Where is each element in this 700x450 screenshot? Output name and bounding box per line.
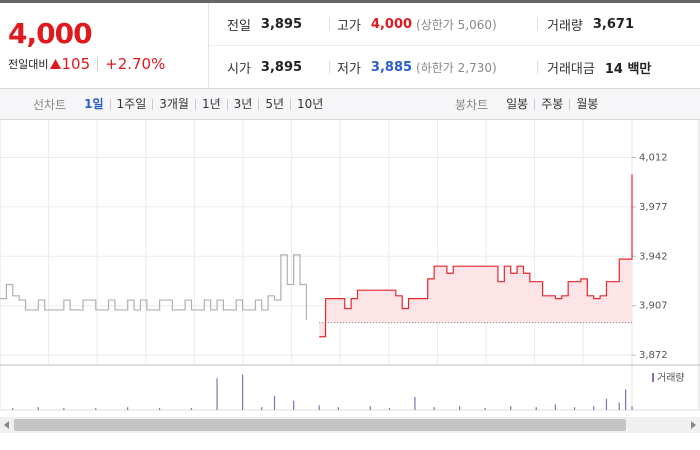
stat-label: 고가 [337, 18, 361, 34]
volume-bar [293, 400, 295, 410]
scroll-left[interactable] [4, 421, 9, 429]
volume-bar [459, 406, 461, 410]
volume-bar [337, 407, 339, 410]
period-tab[interactable]: 3년 [226, 98, 259, 110]
stat-label: 거래량 [547, 18, 583, 34]
line-chart-tabs: 선차트 1일 1주일 3개월 1년 3년 5년 10년 [33, 89, 329, 119]
stat-value: 3,895 [260, 59, 303, 75]
price-line [0, 254, 308, 320]
stat: 거래량 3,671 [547, 15, 634, 34]
stat: 거래대금 14 백만 [547, 58, 651, 77]
y-tick-label: 4,012 [639, 152, 668, 163]
volume-bar [95, 408, 97, 410]
period-tab[interactable]: 1일 [84, 96, 104, 111]
volume-bar [241, 374, 244, 410]
price-line [319, 174, 633, 338]
period-tab[interactable]: 3개월 [152, 98, 195, 110]
volume-bar [12, 408, 14, 410]
stat-label: 전일 [227, 18, 251, 34]
divider [537, 61, 538, 73]
chart-tabs: 선차트 1일 1주일 3개월 1년 3년 5년 10년 봉차트 일봉 주봉 월봉 [0, 88, 700, 120]
volume-bar [388, 408, 391, 410]
period-tab[interactable]: 주봉 [534, 98, 569, 110]
stat: 시가 3,895 [227, 58, 302, 77]
y-tick-label: 3,942 [639, 251, 668, 262]
volume-bar [631, 406, 633, 410]
volume-bar [510, 406, 512, 410]
stat-value: 3,671 [592, 16, 635, 32]
stats-row: 전일 3,895 고가 4,000 (상한가 5,060) 거래량 3,671 [209, 3, 700, 46]
period-tab[interactable]: 5년 [258, 98, 290, 110]
volume-bar [625, 389, 627, 410]
stat-note: (하한가 2,730) [416, 60, 497, 75]
scroll-right[interactable] [691, 421, 696, 429]
volume-bar [535, 407, 537, 410]
y-tick-label: 3,872 [639, 350, 668, 361]
volume-bar [618, 402, 620, 410]
volume-bar [37, 407, 39, 410]
stat: 전일 3,895 [227, 15, 302, 34]
stat-label: 거래대금 [547, 61, 595, 77]
volume-bar [369, 406, 371, 410]
stat: 고가 4,000 (상한가 5,060) [337, 15, 497, 34]
volume-bar [414, 396, 416, 410]
stat-value: 14 백만 [604, 61, 652, 77]
divider [329, 18, 330, 30]
volume-bar [63, 408, 65, 410]
stat-value: 3,895 [260, 16, 303, 32]
volume-bar [318, 405, 320, 410]
volume-bar [216, 378, 218, 410]
stat-label: 시가 [227, 61, 251, 77]
area [319, 174, 632, 337]
legend-swatch [652, 373, 654, 382]
change-line: 전일대비 105 +2.70% [8, 55, 165, 73]
stat: 저가 3,885 (하한가 2,730) [337, 58, 497, 77]
stat-value: 3,885 [370, 59, 413, 75]
change-percent: +2.70% [105, 55, 166, 73]
y-tick-label: 3,977 [639, 202, 668, 213]
price-box: 4,000 전일대비 105 +2.70% [0, 3, 209, 88]
period-tab[interactable]: 월봉 [569, 98, 604, 110]
volume-bar [593, 406, 595, 410]
separator [97, 57, 99, 71]
volume-bar [605, 398, 608, 410]
volume-bar [484, 408, 486, 410]
tab-group-label: 봉차트 [455, 97, 489, 112]
change-label: 전일대비 [8, 58, 49, 71]
candle-chart-tabs: 봉차트 일봉 주봉 월봉 [455, 89, 604, 119]
current-price: 4,000 [8, 17, 93, 50]
period-tab[interactable]: 1년 [194, 98, 227, 110]
stat-label: 저가 [337, 61, 361, 77]
period-tab[interactable]: 10년 [290, 98, 329, 110]
volume-bar [127, 407, 129, 410]
legend-label: 거래량 [657, 372, 685, 384]
volume-bar [261, 407, 263, 410]
tab-group-label: 선차트 [33, 97, 67, 112]
volume-bar [190, 408, 193, 410]
volume-bar [573, 407, 576, 410]
stats-row: 시가 3,895 저가 3,885 (하한가 2,730) 거래대금 14 백만 [209, 46, 700, 88]
volume-bar [554, 404, 556, 410]
up-triangle [50, 59, 62, 69]
volume-bar [158, 408, 161, 410]
change-amount: 105 [61, 55, 91, 73]
period-tab[interactable]: 1주일 [109, 98, 153, 110]
volume-bar [433, 407, 435, 410]
chart: 3,872 3,907 3,942 3,977 4,012 거래량 [0, 120, 700, 433]
scrollbar-thumb[interactable] [14, 419, 626, 431]
y-tick-label: 3,907 [639, 301, 668, 312]
quote-header: 4,000 전일대비 105 +2.70% 전일 3,895 고가 4,000 (상한… [0, 0, 700, 88]
stat-note: (상한가 5,060) [416, 17, 497, 32]
volume-bar [273, 396, 276, 410]
divider [537, 18, 538, 30]
period-tab[interactable]: 일봉 [506, 96, 529, 111]
stat-value: 4,000 [370, 16, 413, 32]
divider [329, 61, 330, 73]
